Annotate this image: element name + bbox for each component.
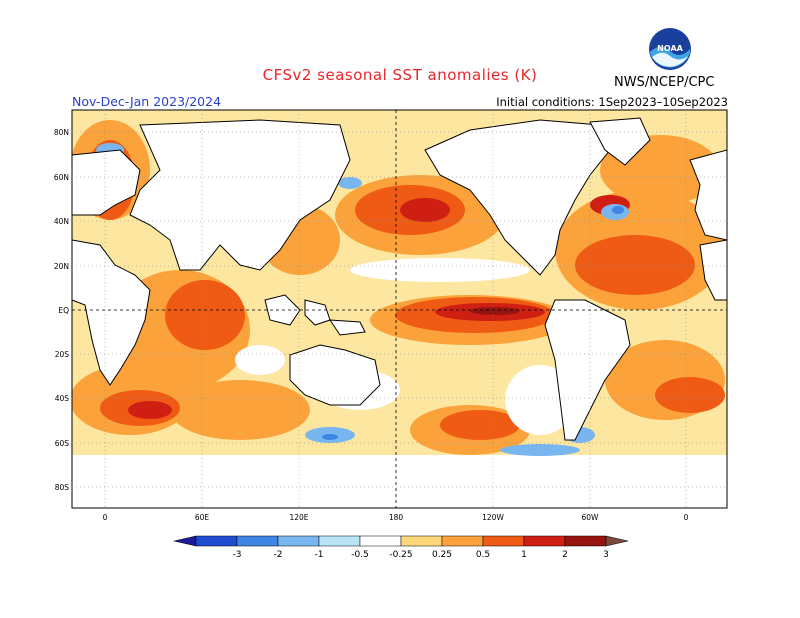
colorbar-label: -2 <box>274 550 283 560</box>
lat-label: 60N <box>54 173 69 182</box>
colorbar-arrow-left <box>173 535 197 547</box>
colorbar-swatch <box>441 535 484 547</box>
lat-label: EQ <box>58 306 69 315</box>
lon-label: 0 <box>103 513 108 522</box>
map-frame <box>71 109 728 509</box>
colorbar-label: 0.5 <box>476 550 490 560</box>
colorbar-label: -0.5 <box>351 550 369 560</box>
initial-conditions-label: Initial conditions: 1Sep2023–10Sep2023 <box>496 95 728 109</box>
reference-lines <box>72 110 727 508</box>
colorbar-labels: -3 -2 -1 -0.5 -0.25 0.25 0.5 1 2 3 <box>233 550 609 560</box>
latitude-labels: 80N 60N 40N 20N EQ 20S 40S 60S 80S <box>54 128 69 492</box>
colorbar-swatch <box>523 535 566 547</box>
noaa-logo-text: NOAA <box>657 44 683 53</box>
colorbar-swatch <box>400 535 443 547</box>
continents <box>72 117 727 508</box>
chart-title: CFSv2 seasonal SST anomalies (K) <box>262 66 538 84</box>
lat-label: 80N <box>54 128 69 137</box>
colorbar-swatch <box>359 535 402 547</box>
colorbar-label: -3 <box>233 550 242 560</box>
anomaly-field <box>72 110 727 508</box>
lon-label: 0 <box>684 513 689 522</box>
lat-label: 20S <box>55 350 70 359</box>
lon-label: 180 <box>389 513 404 522</box>
colorbar-swatch <box>195 535 238 547</box>
lon-label: 120E <box>289 513 308 522</box>
colorbar-swatch <box>564 535 607 547</box>
lon-label: 60W <box>582 513 600 522</box>
colorbar-label: -1 <box>315 550 324 560</box>
longitude-labels: 0 60E 120E 180 120W 60W 0 <box>103 513 689 522</box>
lat-label: 40S <box>55 394 70 403</box>
agency-label: NWS/NCEP/CPC <box>614 75 715 90</box>
lon-label: 120W <box>482 513 504 522</box>
colorbar-swatch <box>482 535 525 547</box>
colorbar-label: 2 <box>562 550 568 560</box>
colorbar-label: 1 <box>521 550 527 560</box>
season-label: Nov-Dec-Jan 2023/2024 <box>72 94 222 109</box>
colorbar-label: -0.25 <box>389 550 412 560</box>
lon-label: 60E <box>195 513 210 522</box>
lat-label: 40N <box>54 217 69 226</box>
colorbar-label: 3 <box>603 550 609 560</box>
lat-label: 60S <box>55 439 70 448</box>
colorbar-swatch <box>318 535 361 547</box>
colorbar-label: 0.25 <box>432 550 452 560</box>
colorbar-swatch <box>277 535 320 547</box>
lat-label: 20N <box>54 262 69 271</box>
colorbar <box>173 535 629 547</box>
lat-label: 80S <box>55 483 70 492</box>
colorbar-swatch <box>236 535 279 547</box>
noaa-logo: NOAA <box>649 28 691 70</box>
colorbar-arrow-right <box>605 535 629 547</box>
